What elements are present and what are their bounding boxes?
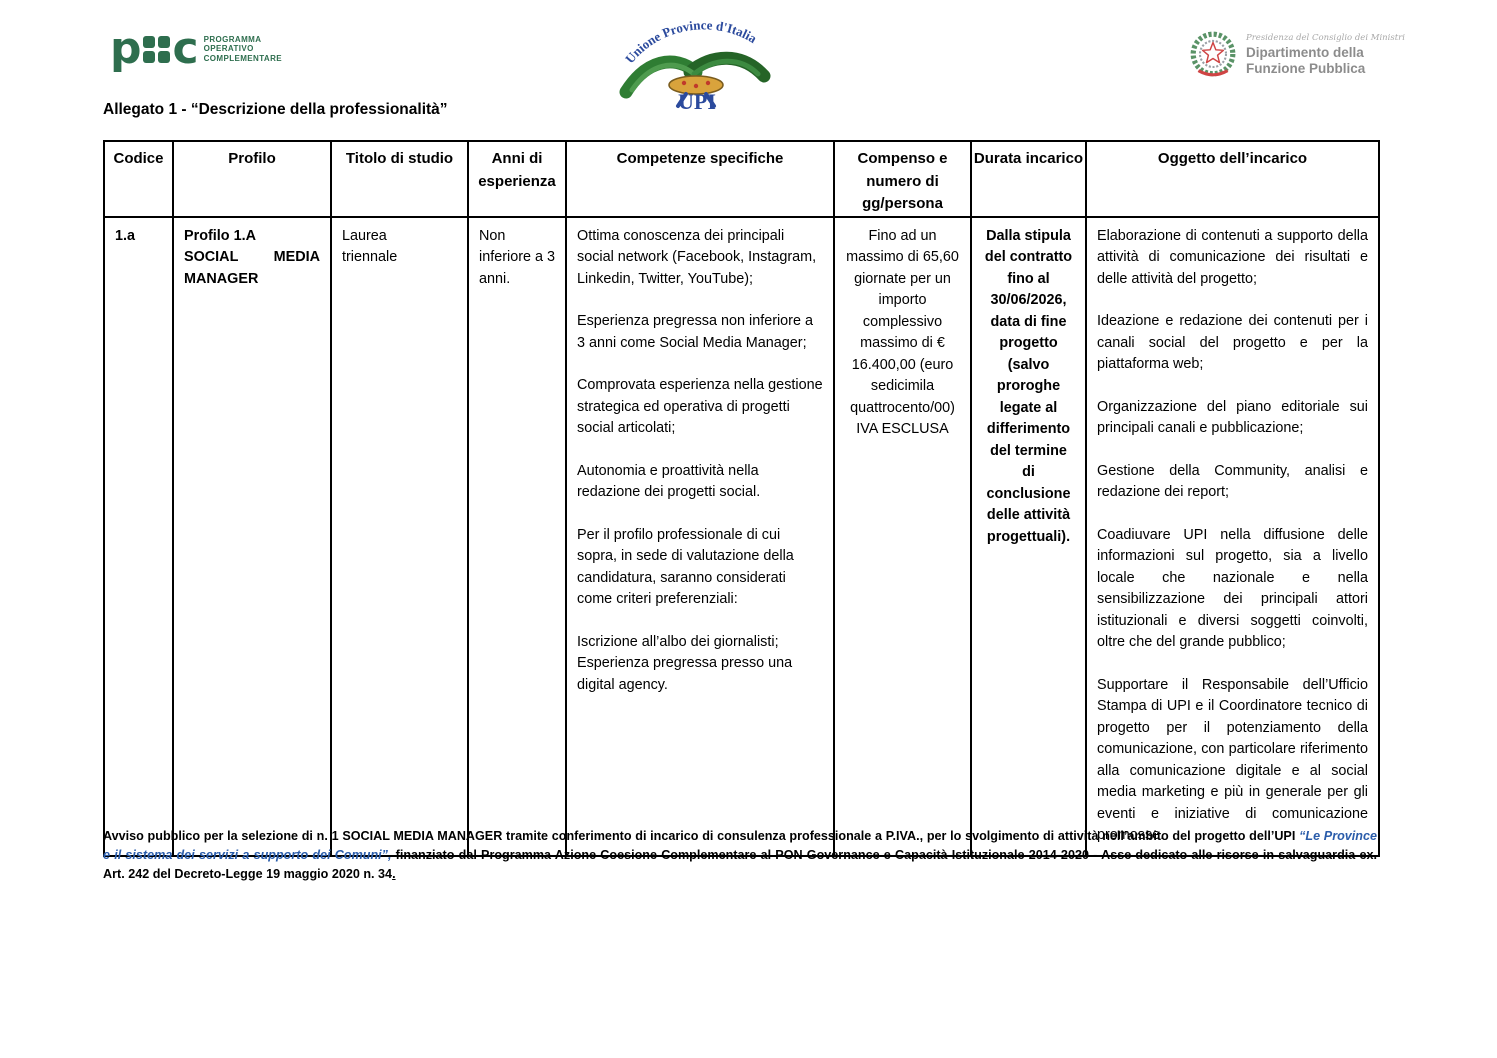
- poc-logo-mark-icon: p c: [110, 23, 199, 74]
- column-header-anni-esperienza: Anni di esperienza: [467, 140, 567, 218]
- oggetto-paragraph: Coadiuvare UPI nella diffusione delle in…: [1097, 526, 1368, 651]
- footer-text-1: Avviso pubblico per la selezione di n. 1…: [103, 829, 1300, 843]
- column-header-titolo-di-studio: Titolo di studio: [330, 140, 469, 218]
- profilo-name: Profilo 1.A: [184, 227, 256, 244]
- column-header-codice: Codice: [103, 140, 174, 218]
- footer-project-title: “Le Province e il sistema dei servizi a …: [103, 829, 1377, 862]
- oggetto-paragraph: Gestione della Community, analisi e reda…: [1097, 462, 1368, 501]
- column-header-profilo: Profilo: [172, 140, 332, 218]
- cell-anni-esperienza: Non inferiore a 3 anni.: [467, 215, 567, 857]
- cell-durata: Dalla stipula del contratto fino al 30/0…: [970, 215, 1087, 857]
- oggetto-paragraph: Supportare il Responsabile dell’Ufficio …: [1097, 676, 1368, 844]
- footer-text-3: .: [392, 867, 396, 881]
- competenze-paragraph: Iscrizione all’albo dei giornalisti; Esp…: [577, 633, 793, 693]
- cell-compenso: Fino ad un massimo di 65,60 giornate per…: [833, 215, 972, 857]
- column-header-oggetto: Oggetto dell’incarico: [1085, 140, 1380, 218]
- footer-note: Avviso pubblico per la selezione di n. 1…: [103, 827, 1377, 884]
- cell-codice: 1.a: [103, 215, 174, 857]
- competenze-paragraph: Esperienza pregressa non inferiore a 3 a…: [577, 313, 813, 351]
- poc-tagline-line3: COMPLEMENTARE: [203, 53, 282, 63]
- profili-table: Codice Profilo Titolo di studio Anni di …: [103, 140, 1380, 857]
- column-header-durata: Durata incarico: [970, 140, 1087, 218]
- poc-tagline-line2: OPERATIVO: [203, 44, 254, 54]
- anni-text: Non inferiore a 3 anni.: [479, 227, 555, 287]
- column-header-compenso: Compenso e numero di gg/persona: [833, 140, 972, 218]
- competenze-paragraph: Ottima conoscenza dei principali social …: [577, 227, 817, 287]
- page-title: Allegato 1 - “Descrizione della professi…: [103, 101, 448, 118]
- upi-acronym: UPI: [678, 89, 716, 112]
- funzione-pubblica-logo: Presidenza del Consiglio dei Ministri Di…: [1188, 30, 1405, 80]
- cell-competenze: Ottima conoscenza dei principali social …: [565, 215, 835, 857]
- upi-wreath-icon: Unione Province d'Italia UPI: [619, 17, 771, 114]
- oggetto-paragraph: Elaborazione di contenuti a supporto del…: [1097, 227, 1368, 287]
- cell-titolo-di-studio: Laurea triennale: [330, 215, 469, 857]
- cell-profilo: Profilo 1.A SOCIAL MEDIA MANAGER: [172, 215, 332, 857]
- competenze-paragraph: Autonomia e proattività nella redazione …: [577, 462, 761, 501]
- titolo-text: Laurea triennale: [342, 227, 398, 266]
- profilo-role: SOCIAL MEDIA MANAGER: [184, 249, 320, 287]
- poc-logo: p c PROGRAMMA OPERATIVO COMPLEMENTARE: [110, 23, 282, 74]
- table-header-row: Codice Profilo Titolo di studio Anni di …: [103, 140, 1380, 218]
- competenze-paragraph: Comprovata esperienza nella gestione str…: [577, 377, 823, 436]
- poc-tagline: PROGRAMMA OPERATIVO COMPLEMENTARE: [204, 35, 282, 64]
- column-header-competenze: Competenze specifiche: [565, 140, 835, 218]
- republic-emblem-icon: [1190, 31, 1236, 77]
- dfp-line1: Dipartimento della: [1246, 45, 1364, 60]
- cell-oggetto: Elaborazione di contenuti a supporto del…: [1085, 215, 1380, 857]
- oggetto-paragraph: Ideazione e redazione dei contenuti per …: [1097, 313, 1368, 372]
- competenze-paragraph: Per il profilo professionale di cui sopr…: [577, 526, 794, 608]
- upi-logo: Unione Province d'Italia UPI: [612, 8, 782, 114]
- table-row: 1.a Profilo 1.A SOCIAL MEDIA MANAGER Lau…: [103, 215, 1380, 857]
- poc-letter-p: p: [110, 23, 141, 74]
- presidenza-script-text: Presidenza del Consiglio dei Ministri: [1246, 33, 1405, 43]
- oggetto-paragraph: Organizzazione del piano editoriale sui …: [1097, 398, 1368, 437]
- poc-letter-c: c: [172, 23, 199, 74]
- dfp-line2: Funzione Pubblica: [1246, 61, 1366, 76]
- footer-text-2: finanziato dal Programma Azione Coesione…: [103, 848, 1377, 881]
- poc-tagline-line1: PROGRAMMA: [203, 34, 262, 44]
- poc-grid-icon: [142, 35, 170, 63]
